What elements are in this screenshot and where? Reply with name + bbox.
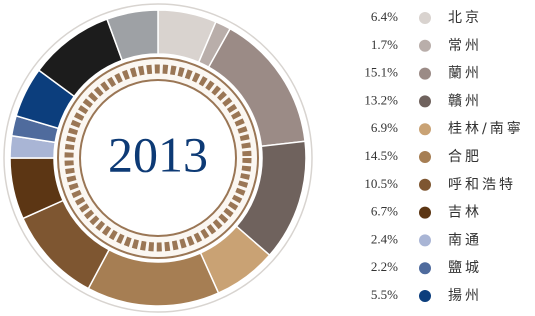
legend-swatch bbox=[419, 179, 431, 191]
legend-label: 呼和浩特 bbox=[448, 177, 516, 193]
legend-label: 吉林 bbox=[448, 205, 482, 221]
legend-label: 合肥 bbox=[448, 149, 482, 165]
legend-value: 6.9% bbox=[371, 120, 398, 135]
legend-value: 2.4% bbox=[371, 231, 398, 246]
legend-value: 1.7% bbox=[371, 37, 398, 52]
legend-swatch bbox=[419, 290, 431, 302]
legend-swatch bbox=[419, 40, 431, 52]
legend-value: 15.1% bbox=[364, 65, 398, 80]
legend-value: 2.2% bbox=[371, 259, 398, 274]
legend-swatch bbox=[419, 151, 431, 163]
legend-value: 13.2% bbox=[364, 92, 398, 107]
legend-swatch bbox=[419, 207, 431, 219]
legend-label: 贛州 bbox=[448, 92, 482, 109]
legend-swatch bbox=[419, 12, 431, 24]
legend-value: 6.7% bbox=[371, 204, 398, 219]
legend-label: 北京 bbox=[448, 10, 482, 26]
legend-value: 10.5% bbox=[364, 176, 398, 191]
legend-swatch bbox=[419, 68, 431, 80]
legend-value: 6.4% bbox=[371, 9, 398, 24]
legend-label: 蘭州 bbox=[448, 66, 482, 82]
legend-swatch bbox=[419, 123, 431, 135]
legend-label: 鹽城 bbox=[448, 260, 482, 276]
legend-swatch bbox=[419, 234, 431, 246]
page: 2013 6.4% 北京 1.7% 常州 15.1% 蘭州 13.2% 贛州 6.9% 桂林/南寧… bbox=[0, 0, 535, 316]
center-label: 2013 bbox=[108, 126, 208, 182]
legend-label: 常州 bbox=[448, 38, 482, 54]
legend-label: 桂林/南寧 bbox=[448, 120, 524, 137]
legend-swatch bbox=[419, 95, 431, 107]
legend-value: 5.5% bbox=[371, 287, 398, 302]
chart: 2013 6.4% 北京 1.7% 常州 15.1% 蘭州 13.2% 贛州 6.9% 桂林/南寧… bbox=[0, 0, 535, 316]
legend-value: 14.5% bbox=[364, 148, 398, 163]
legend-label: 揚州 bbox=[448, 287, 482, 304]
legend-swatch bbox=[419, 262, 431, 274]
legend-label: 南通 bbox=[448, 232, 482, 248]
